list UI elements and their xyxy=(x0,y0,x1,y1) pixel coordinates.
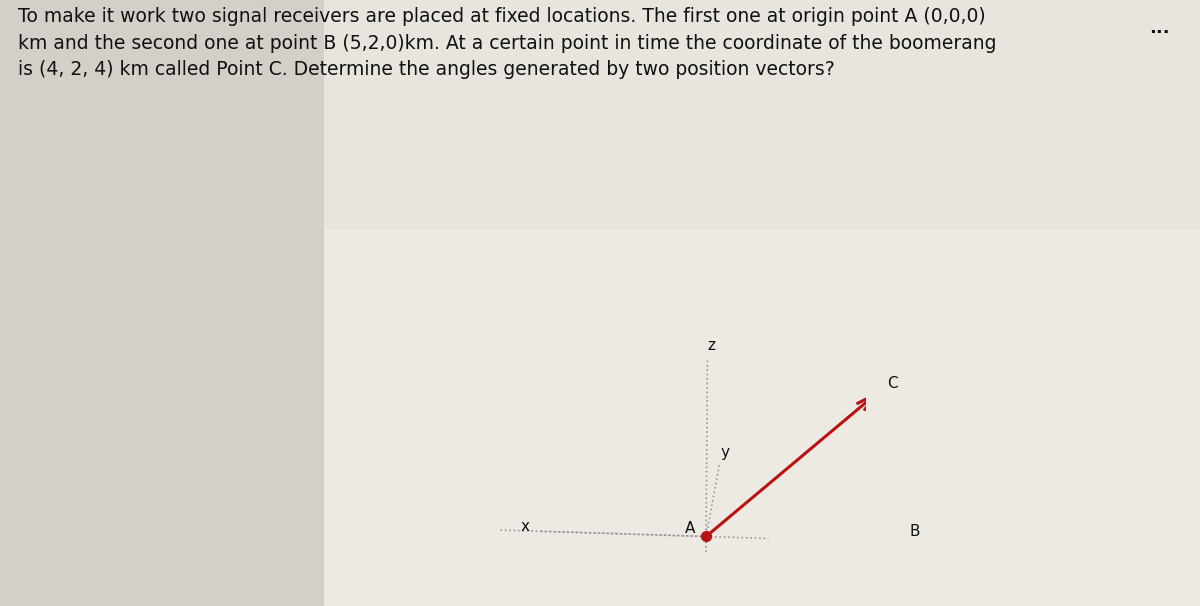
Text: To make it work two signal receivers are placed at fixed locations. The first on: To make it work two signal receivers are… xyxy=(18,7,996,79)
Text: ...: ... xyxy=(1150,19,1170,38)
